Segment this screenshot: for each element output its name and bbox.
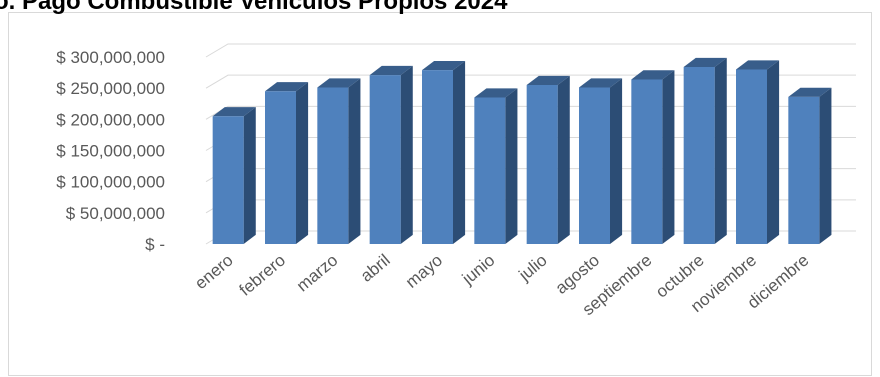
y-tick-label: $ 50,000,000 (66, 204, 165, 223)
bar-top (212, 107, 256, 117)
bar-front (526, 85, 558, 244)
bar-front (265, 91, 296, 245)
bar-side (296, 82, 309, 244)
bar-top (265, 82, 309, 92)
bar-side (400, 65, 413, 244)
y-tick-label: $ 200,000,000 (56, 110, 165, 129)
x-tick-label: enero (191, 251, 237, 294)
bar-front (474, 97, 506, 245)
x-tick-label: junio (458, 251, 498, 289)
x-tick-label: febrero (236, 251, 289, 300)
bar-front (422, 70, 453, 244)
bar-side (767, 60, 780, 244)
bar (474, 88, 518, 245)
bar-front (212, 116, 244, 244)
bar-top (631, 70, 675, 80)
bar (422, 60, 466, 244)
bar-side (610, 78, 623, 244)
y-tick-label: $ 300,000,000 (56, 48, 165, 67)
bar-top (683, 57, 727, 67)
bar-side (453, 60, 466, 244)
bar-front (579, 87, 610, 244)
y-tick-label: $ - (145, 235, 165, 254)
y-tick-label: $ 100,000,000 (56, 173, 165, 192)
bar-side (243, 107, 256, 244)
bar-top (579, 78, 623, 88)
x-tick-label: mayo (402, 251, 446, 292)
bar-side (819, 87, 832, 244)
bar (736, 60, 780, 244)
bar (369, 65, 413, 245)
bar (683, 57, 727, 245)
bar (317, 78, 361, 244)
chart-title: o. Pago Combustible Vehículos Propios 20… (0, 0, 508, 15)
bar-side (505, 88, 518, 244)
bar (212, 107, 256, 244)
chart-area-border (8, 12, 872, 376)
bar-front (317, 87, 349, 244)
gridline (205, 43, 856, 58)
bar-front (788, 96, 820, 244)
bar-top (369, 65, 413, 76)
bar-top (317, 78, 361, 88)
bar (265, 82, 309, 245)
bar-top (422, 60, 466, 71)
bar-front (369, 75, 401, 245)
bar-side (348, 78, 361, 244)
bar (631, 70, 675, 244)
x-tick-label: abril (357, 251, 394, 286)
y-tick-label: $ 150,000,000 (56, 142, 165, 161)
bar-side (557, 75, 570, 245)
x-tick-label: julio (515, 251, 551, 286)
bar-side (714, 57, 727, 244)
bar-top (736, 60, 780, 70)
bar-top (474, 88, 518, 98)
bar (579, 78, 623, 244)
bar-front (631, 79, 663, 244)
bar (788, 87, 832, 244)
bar (526, 75, 570, 245)
bar-top (526, 75, 570, 86)
x-tick-label: marzo (293, 251, 341, 296)
bar-front (736, 69, 767, 244)
bar-front (683, 66, 715, 245)
bar-top (788, 87, 832, 97)
bar-side (662, 70, 675, 244)
y-tick-label: $ 250,000,000 (56, 79, 165, 98)
